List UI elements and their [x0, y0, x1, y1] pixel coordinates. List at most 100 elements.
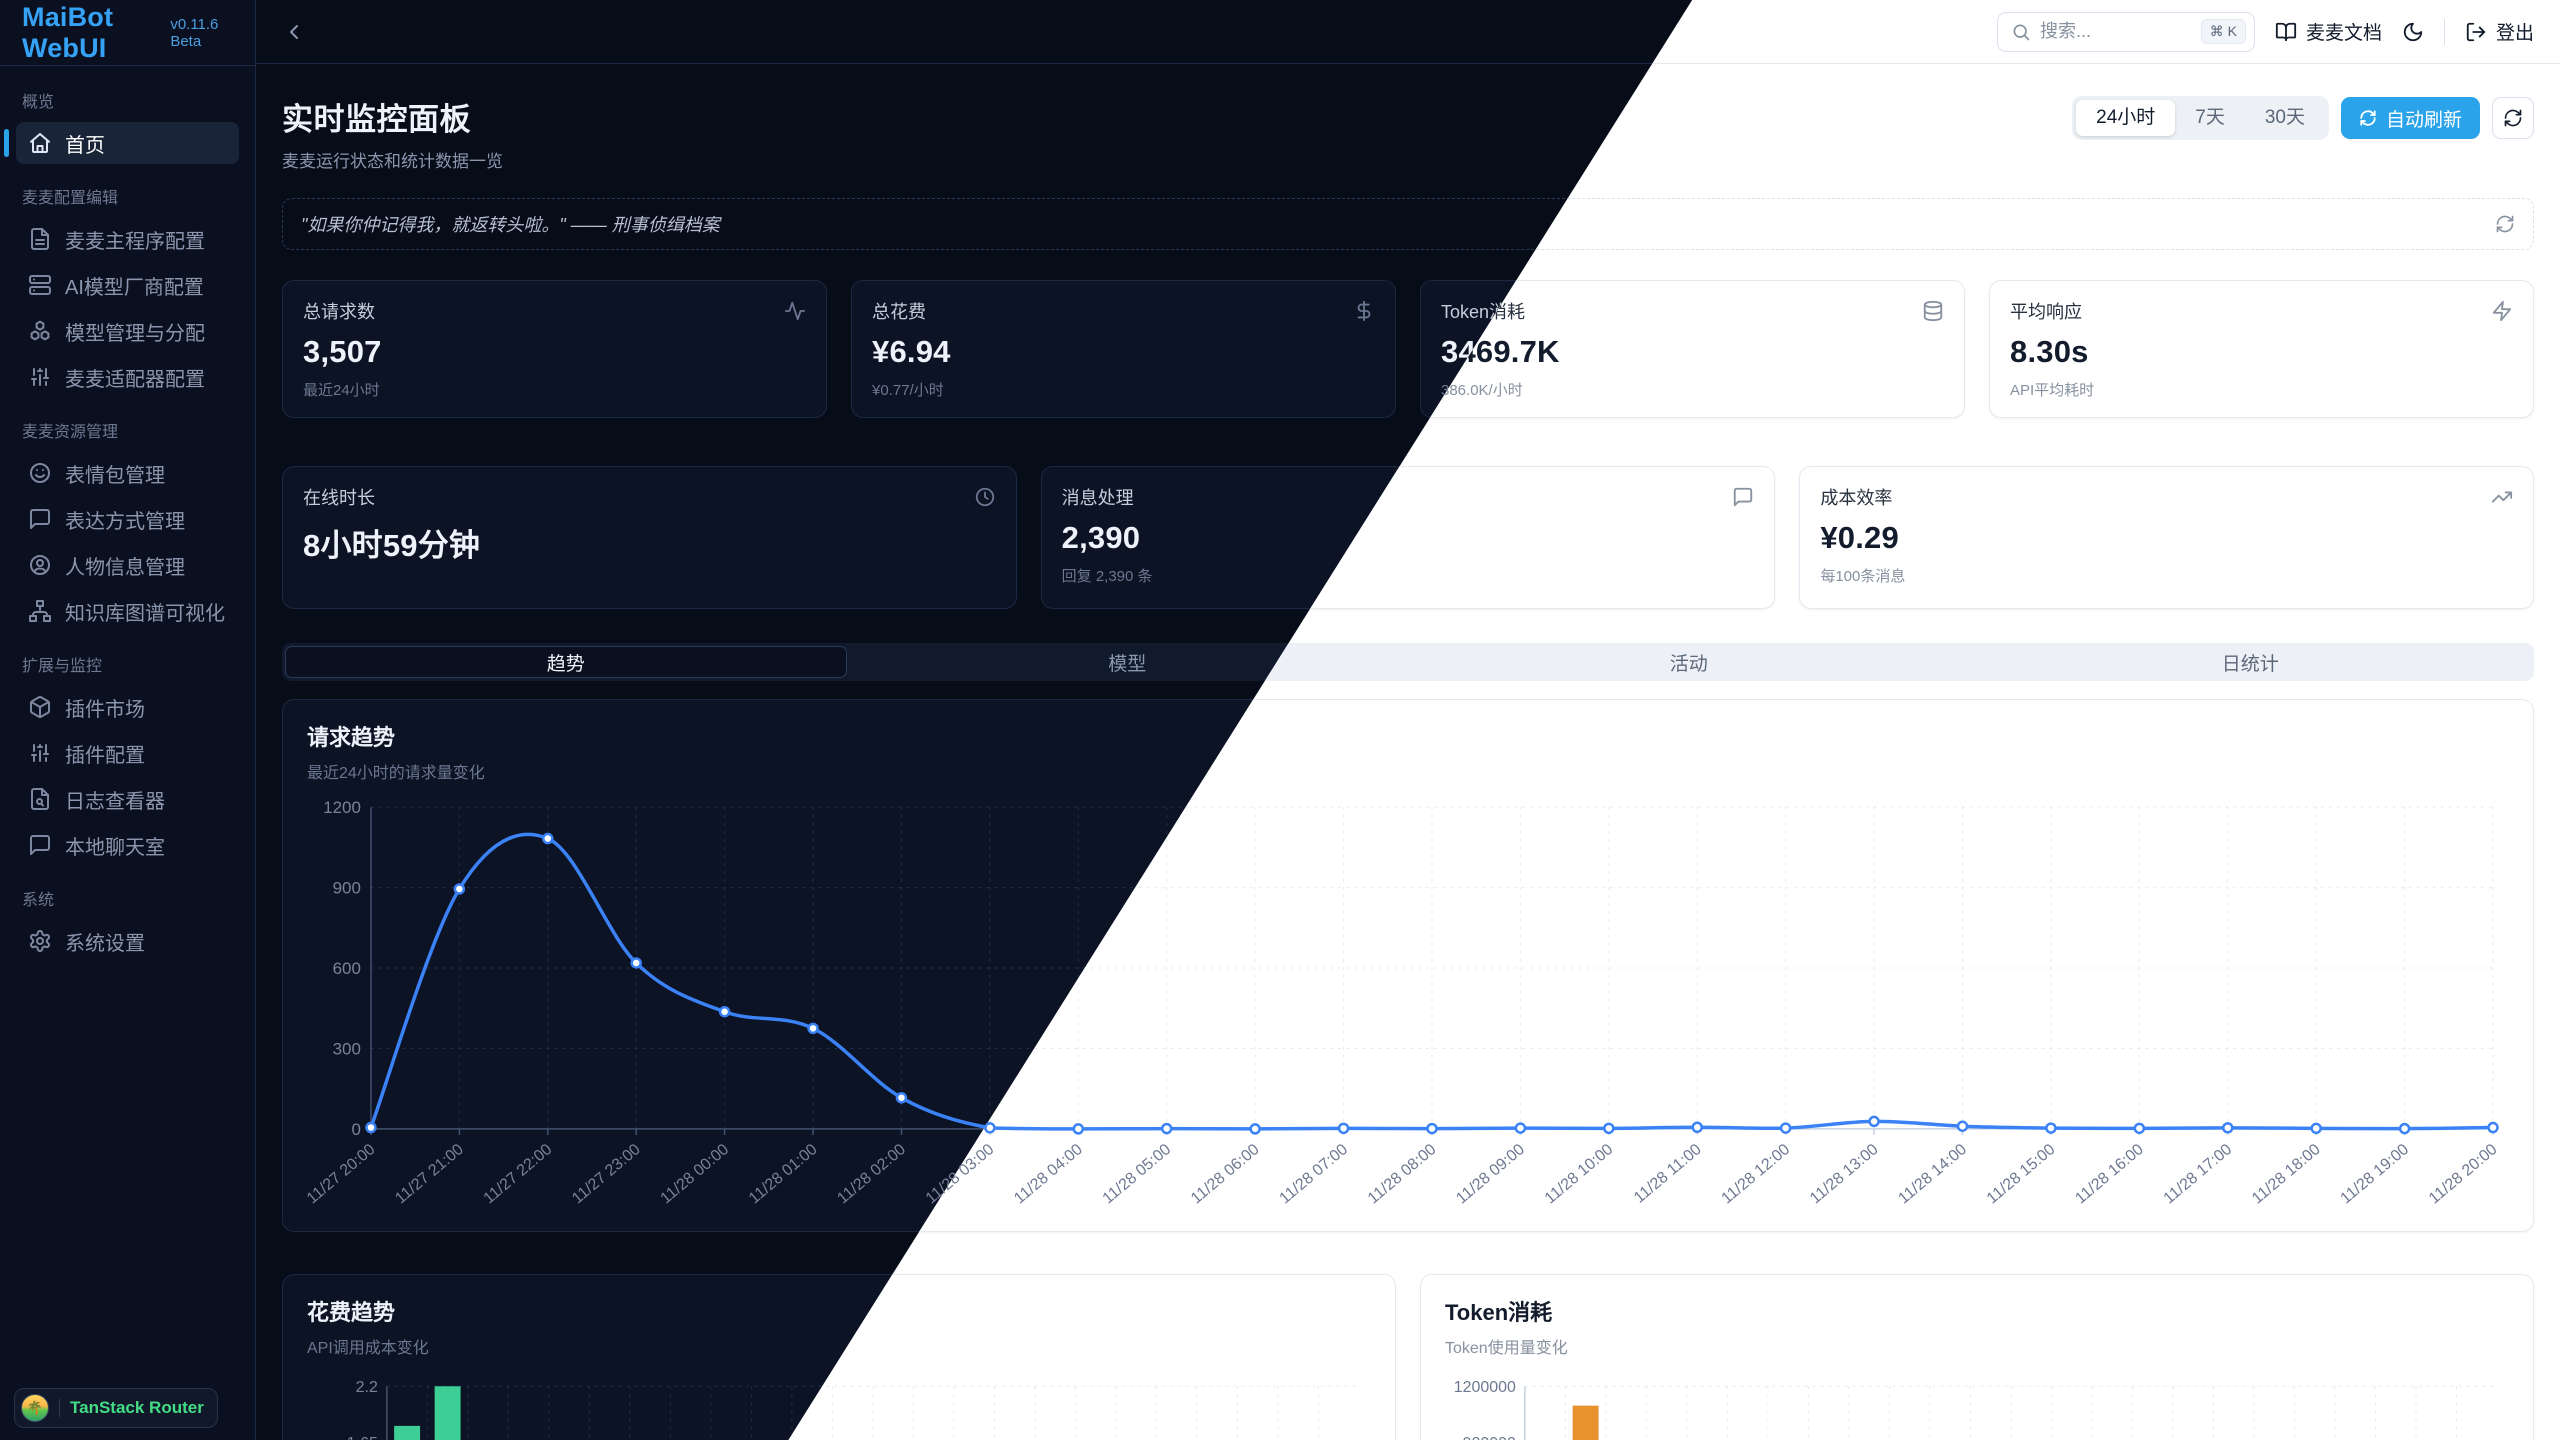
stat-card-total-requests: 总请求数 3,507 最近24小时	[282, 280, 827, 418]
stat-sub: 386.0K/小时	[1441, 382, 1523, 399]
main-area: ⌘ K 麦麦文档 登出 实时监控面板 麦麦运行状态和统计数据一览	[256, 0, 2560, 1440]
sliders-icon	[28, 741, 52, 765]
tab-trends[interactable]: 趋势	[285, 646, 847, 678]
sidebar-item-model-management[interactable]: 模型管理与分配	[16, 310, 239, 352]
page-subtitle: 麦麦运行状态和统计数据一览	[282, 152, 503, 171]
trending-up-icon	[2491, 486, 2513, 508]
sidebar-item-knowledge-graph[interactable]: 知识库图谱可视化	[16, 590, 239, 632]
tab-daily-stats[interactable]: 日统计	[2221, 653, 2279, 675]
brand-name: MaiBot WebUI	[22, 1, 114, 63]
theme-toggle-moon-icon[interactable]	[2402, 21, 2424, 43]
nav-section-system: 系统	[22, 892, 55, 909]
sidebar-item-label: 知识库图谱可视化	[65, 602, 225, 625]
sidebar-item-main-config[interactable]: 麦麦主程序配置	[16, 218, 239, 260]
range-7d-button[interactable]: 7天	[2195, 107, 2225, 128]
auto-refresh-button[interactable]: 自动刷新	[2340, 97, 2480, 139]
file-search-icon	[28, 787, 52, 811]
sidebar-item-home[interactable]: 首页	[4, 122, 239, 164]
sidebar-item-ai-provider-config[interactable]: AI模型厂商配置	[16, 264, 239, 306]
cost-trend-bar-chart: 0.551.11.652.2	[307, 1372, 1371, 1440]
collapse-sidebar-icon[interactable]	[282, 20, 306, 44]
refresh-icon	[2503, 108, 2523, 128]
svg-text:600: 600	[333, 959, 361, 978]
svg-text:11/28 12:00: 11/28 12:00	[1719, 1141, 1794, 1208]
stat-card-total-cost: 总花费 ¥6.94 ¥0.77/小时	[851, 280, 1396, 418]
sidebar-item-label: 表达方式管理	[65, 510, 185, 533]
tanstack-router-badge[interactable]: 🌴 TanStack Router	[14, 1388, 218, 1428]
stat-value: 3,507	[303, 334, 382, 369]
sidebar-item-expression-management[interactable]: 表达方式管理	[16, 498, 239, 540]
stats-row-2: 在线时长 8小时59分钟 消息处理 2,390 回复 2,390 条 成本效率 …	[282, 466, 2534, 609]
chart-title: 请求趋势	[307, 725, 396, 750]
search-icon	[2011, 22, 2031, 42]
sidebar-item-persona-management[interactable]: 人物信息管理	[16, 544, 239, 586]
svg-text:11/27 22:00: 11/27 22:00	[481, 1141, 556, 1208]
manual-refresh-button[interactable]	[2492, 97, 2534, 139]
stat-sub: 回复 2,390 条	[1061, 568, 1153, 585]
sidebar-item-log-viewer[interactable]: 日志查看器	[16, 778, 239, 820]
bottom-charts-row: 花费趋势 API调用成本变化 0.551.11.652.2 Token消耗 To…	[282, 1256, 2534, 1440]
sidebar-item-system-settings[interactable]: 系统设置	[16, 920, 239, 962]
sidebar-item-plugin-market[interactable]: 插件市场	[16, 686, 239, 728]
stat-title: 在线时长	[303, 488, 375, 508]
book-open-icon	[2275, 21, 2297, 43]
svg-text:900000: 900000	[1463, 1435, 1516, 1440]
stat-value: ¥6.94	[872, 334, 951, 369]
topbar-divider	[2443, 18, 2445, 45]
sidebar-item-label: 麦麦主程序配置	[65, 230, 205, 253]
sidebar-item-label: 日志查看器	[65, 790, 165, 813]
dollar-icon	[1353, 300, 1375, 322]
range-24h-button[interactable]: 24小时	[2076, 100, 2176, 136]
svg-text:11/28 06:00: 11/28 06:00	[1188, 1141, 1263, 1208]
chart-title: 花费趋势	[307, 1300, 396, 1325]
badge-divider	[59, 1399, 60, 1417]
svg-text:11/28 02:00: 11/28 02:00	[834, 1141, 909, 1208]
chart-subtitle: 最近24小时的请求量变化	[307, 765, 485, 782]
search-input[interactable]	[2039, 21, 2192, 42]
network-icon	[28, 599, 52, 623]
stat-title: Token消耗	[1441, 302, 1526, 322]
tab-activity[interactable]: 活动	[1669, 653, 1708, 675]
stat-title: 成本效率	[1820, 488, 1893, 508]
chart-title: Token消耗	[1445, 1300, 1553, 1325]
server-icon	[28, 273, 52, 297]
sidebar-item-adapter-config[interactable]: 麦麦适配器配置	[16, 356, 239, 398]
sidebar-item-plugin-config[interactable]: 插件配置	[16, 732, 239, 774]
sidebar-item-label: 麦麦适配器配置	[65, 368, 205, 391]
logout-button[interactable]: 登出	[2465, 18, 2534, 45]
sidebar-item-local-chatroom[interactable]: 本地聊天室	[16, 824, 239, 866]
svg-text:11/28 09:00: 11/28 09:00	[1453, 1141, 1528, 1208]
sidebar-item-label: 插件市场	[65, 698, 145, 721]
nav-section-extensions: 扩展与监控	[22, 658, 103, 675]
user-circle-icon	[28, 553, 52, 577]
logout-label: 登出	[2495, 23, 2534, 44]
quote-refresh-icon[interactable]	[2495, 214, 2515, 234]
svg-text:11/28 05:00: 11/28 05:00	[1100, 1141, 1175, 1208]
svg-text:11/27 21:00: 11/27 21:00	[392, 1141, 467, 1208]
clock-icon	[974, 486, 996, 508]
svg-text:900: 900	[333, 879, 361, 898]
stat-value: 8小时59分钟	[303, 528, 481, 563]
token-usage-chart-card: Token消耗 Token使用量变化 300000600000900000120…	[1420, 1274, 2534, 1440]
cost-trend-chart-card: 花费趋势 API调用成本变化 0.551.11.652.2	[282, 1274, 1396, 1440]
stat-card-online-time: 在线时长 8小时59分钟	[282, 466, 1017, 609]
sidebar-item-emoji-management[interactable]: 表情包管理	[16, 452, 239, 494]
message-square-icon	[28, 833, 52, 857]
request-trend-chart-card: 请求趋势 最近24小时的请求量变化 0 300 600 900 1200 11/27 20…	[282, 699, 2534, 1232]
request-trend-line-chart: 0 300 600 900 1200 11/27 20:00 11/27 21:00 11/2…	[307, 797, 2509, 1217]
svg-text:11/28 16:00: 11/28 16:00	[2072, 1141, 2147, 1208]
tanstack-badge-label: TanStack Router	[70, 1398, 204, 1417]
range-30d-button[interactable]: 30天	[2264, 107, 2305, 128]
search-box[interactable]: ⌘ K	[1996, 11, 2255, 52]
svg-text:11/28 19:00: 11/28 19:00	[2338, 1141, 2413, 1208]
stat-card-avg-response: 平均响应 8.30s API平均耗时	[1989, 280, 2534, 418]
docs-link[interactable]: 麦麦文档	[2275, 18, 2382, 45]
database-icon	[1922, 300, 1944, 322]
brand-version: v0.11.6 Beta	[170, 15, 219, 50]
tab-models[interactable]: 模型	[1108, 653, 1147, 675]
stat-sub	[303, 574, 996, 591]
topbar: ⌘ K 麦麦文档 登出	[256, 0, 2560, 64]
svg-text:11/27 23:00: 11/27 23:00	[569, 1141, 644, 1208]
svg-text:11/28 18:00: 11/28 18:00	[2249, 1141, 2324, 1208]
